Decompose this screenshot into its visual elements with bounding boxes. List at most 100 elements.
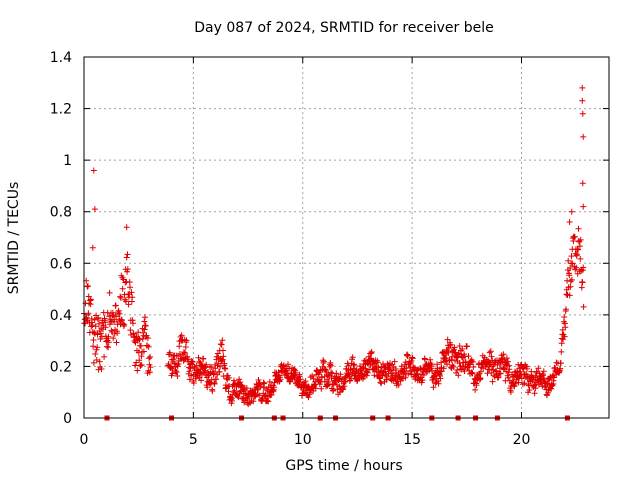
data-point	[217, 341, 224, 348]
data-point	[146, 369, 153, 376]
data-point	[472, 386, 479, 393]
data-point	[208, 376, 215, 383]
data-point	[237, 379, 244, 386]
data-point	[91, 316, 98, 323]
data-point	[497, 370, 504, 377]
data-point	[428, 361, 435, 368]
data-point	[217, 363, 224, 370]
data-point	[330, 387, 337, 394]
data-point	[517, 368, 524, 375]
data-point	[535, 365, 542, 372]
data-point	[102, 324, 109, 331]
data-point	[190, 380, 197, 386]
data-point	[422, 356, 428, 363]
data-point	[437, 375, 444, 382]
data-point	[391, 358, 398, 365]
data-point	[92, 351, 99, 357]
data-point	[532, 385, 539, 392]
data-point	[526, 387, 533, 393]
data-point	[186, 368, 193, 375]
data-point	[229, 397, 236, 404]
data-point	[328, 375, 335, 381]
data-point	[512, 380, 519, 387]
outlier-point	[579, 97, 586, 104]
data-point	[115, 307, 122, 314]
data-point	[84, 283, 91, 290]
data-point	[143, 332, 150, 339]
data-point	[178, 332, 185, 339]
data-point	[532, 372, 539, 379]
data-point	[243, 385, 250, 392]
data-point	[167, 351, 173, 358]
data-point	[468, 369, 475, 376]
y-tick-label: 1	[63, 153, 72, 169]
data-point	[129, 294, 136, 301]
data-point	[579, 279, 586, 286]
data-point	[261, 380, 268, 387]
data-point	[132, 362, 139, 369]
data-point	[319, 374, 325, 381]
data-point	[218, 341, 225, 348]
outlier-point	[580, 203, 587, 210]
data-point	[318, 385, 325, 392]
data-point	[419, 377, 426, 384]
data-point	[114, 330, 121, 337]
data-point	[117, 293, 124, 300]
data-point	[218, 357, 225, 364]
y-axis-label: SRMTID / TECUs	[6, 182, 22, 295]
data-point	[420, 372, 427, 378]
data-point	[123, 298, 129, 305]
data-point	[145, 343, 152, 350]
data-point	[96, 320, 102, 327]
data-point	[182, 350, 188, 356]
data-point	[505, 358, 511, 365]
data-point	[473, 382, 480, 389]
data-point	[577, 236, 584, 243]
data-point	[430, 376, 437, 383]
data-point	[495, 374, 502, 381]
outlier-point	[579, 84, 586, 91]
data-point	[456, 343, 463, 349]
data-point	[94, 344, 101, 351]
data-point	[96, 358, 103, 365]
data-point	[110, 335, 117, 342]
data-point	[450, 363, 457, 370]
data-point	[364, 369, 371, 376]
data-point	[578, 284, 585, 291]
data-point	[220, 353, 227, 360]
data-point	[256, 392, 263, 399]
data-point	[106, 313, 113, 320]
data-point	[128, 289, 135, 296]
data-point	[210, 370, 217, 377]
data-point	[231, 387, 238, 394]
data-point	[487, 348, 494, 355]
data-point	[144, 342, 151, 349]
data-point	[142, 314, 148, 321]
data-point	[105, 333, 112, 340]
data-point	[524, 365, 530, 372]
data-point	[257, 383, 264, 390]
data-point	[142, 322, 149, 329]
data-point	[563, 306, 569, 313]
data-point	[101, 353, 108, 360]
data-point	[297, 376, 304, 383]
data-point	[127, 284, 133, 291]
data-point	[91, 329, 98, 336]
data-point	[348, 375, 355, 382]
data-point	[395, 381, 402, 388]
data-point	[90, 359, 97, 366]
data-point	[124, 251, 131, 258]
data-point	[312, 385, 319, 392]
data-point	[138, 361, 145, 368]
x-tick-label: 5	[189, 432, 198, 448]
data-point	[204, 384, 211, 391]
data-point	[469, 358, 476, 365]
data-point	[561, 314, 568, 320]
data-point	[141, 326, 148, 333]
data-point	[140, 348, 147, 355]
outlier-point	[123, 224, 130, 231]
data-point	[198, 377, 205, 384]
data-point	[351, 362, 358, 369]
outlier-point	[579, 110, 586, 117]
